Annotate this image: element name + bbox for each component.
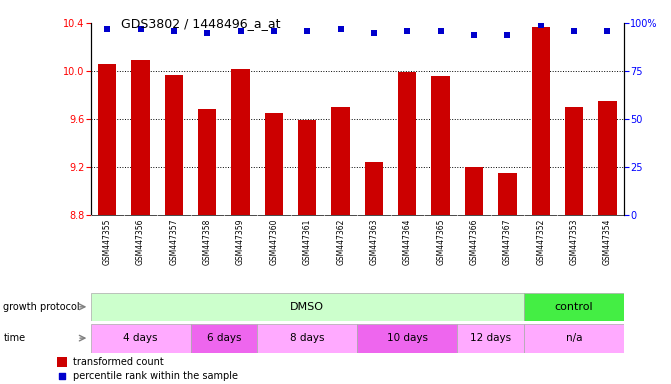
Bar [398,72,417,215]
Text: GSM447361: GSM447361 [303,219,312,265]
Text: GSM447357: GSM447357 [170,219,178,265]
Bar [191,324,257,353]
Point [336,26,346,32]
Text: GSM447354: GSM447354 [603,219,612,265]
Bar [465,167,483,215]
Bar [524,324,624,353]
Point [568,28,579,34]
Text: 6 days: 6 days [207,333,241,343]
Text: GSM447365: GSM447365 [436,219,445,265]
Bar [498,173,517,215]
Bar [91,324,191,353]
Text: GSM447367: GSM447367 [503,219,512,265]
Bar [357,324,458,353]
Point [468,31,479,38]
Bar [132,60,150,215]
Point [236,28,246,34]
Bar [524,293,624,321]
Point [535,22,546,28]
Point [57,373,68,379]
Bar [565,107,583,215]
Bar [531,26,550,215]
Point [435,28,446,34]
Text: GSM447358: GSM447358 [203,219,212,265]
Point [136,26,146,32]
Bar [458,324,524,353]
Text: 12 days: 12 days [470,333,511,343]
Text: GSM447352: GSM447352 [536,219,545,265]
Point [368,30,379,36]
Bar [431,76,450,215]
Bar [165,74,183,215]
Text: 10 days: 10 days [386,333,428,343]
Text: GDS3802 / 1448496_a_at: GDS3802 / 1448496_a_at [121,17,280,30]
Bar [331,107,350,215]
Text: GSM447360: GSM447360 [270,219,278,265]
Text: time: time [3,333,25,343]
Text: GSM447363: GSM447363 [370,219,378,265]
Text: GSM447356: GSM447356 [136,219,145,265]
Text: GSM447364: GSM447364 [403,219,412,265]
Bar [298,120,317,215]
Point [268,28,279,34]
Bar [257,324,358,353]
Text: transformed count: transformed count [73,357,164,367]
Bar [231,69,250,215]
Point [602,28,613,34]
Bar [98,64,117,215]
Text: GSM447362: GSM447362 [336,219,345,265]
Bar [265,113,283,215]
Point [168,28,179,34]
Point [502,31,513,38]
Text: growth protocol: growth protocol [3,302,80,312]
Point [102,26,113,32]
Bar [91,293,524,321]
Text: 4 days: 4 days [123,333,158,343]
Text: GSM447359: GSM447359 [236,219,245,265]
Bar [598,101,617,215]
Text: 8 days: 8 days [290,333,325,343]
Text: control: control [555,302,593,312]
Point [302,28,313,34]
Bar [57,357,67,367]
Point [402,28,413,34]
Text: GSM447355: GSM447355 [103,219,112,265]
Text: GSM447366: GSM447366 [470,219,478,265]
Point [202,30,213,36]
Text: percentile rank within the sample: percentile rank within the sample [73,371,238,381]
Text: n/a: n/a [566,333,582,343]
Bar [365,162,383,215]
Text: GSM447353: GSM447353 [570,219,578,265]
Bar [198,109,217,215]
Text: DMSO: DMSO [291,302,324,312]
